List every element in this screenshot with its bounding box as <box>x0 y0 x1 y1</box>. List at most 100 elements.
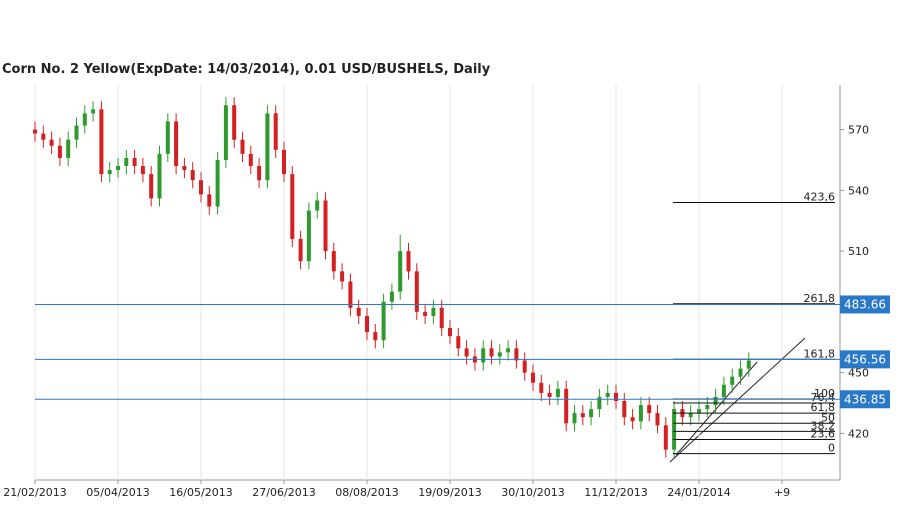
price-tag-label: 483.66 <box>844 297 886 311</box>
candle-body <box>132 157 137 167</box>
candle-body <box>730 376 735 385</box>
candle-body <box>348 281 353 308</box>
candle-body <box>531 372 535 383</box>
candle-body <box>697 409 701 414</box>
candle-body <box>464 348 469 357</box>
fib-label: 38,2 <box>811 419 836 432</box>
candle-body <box>514 348 519 361</box>
x-tick-label: 27/06/2013 <box>252 486 315 499</box>
candle-body <box>33 129 37 134</box>
candle-body <box>539 382 544 393</box>
candle-body <box>705 405 710 410</box>
candle-body <box>373 332 378 341</box>
candle-body <box>638 405 643 422</box>
candle-body <box>439 307 444 329</box>
candle-body <box>74 125 79 140</box>
y-tick-label: 450 <box>848 367 869 380</box>
candle-body <box>91 109 96 114</box>
fib-label: 23,6 <box>811 427 836 440</box>
fib-label: 50 <box>821 411 835 424</box>
candle-body <box>265 113 270 181</box>
candle-body <box>290 174 295 239</box>
candle-body <box>257 166 262 181</box>
candle-body <box>107 170 112 175</box>
candle-body <box>605 392 610 397</box>
candle-body <box>398 251 403 292</box>
candle-body <box>49 139 54 146</box>
candle-body <box>365 315 369 333</box>
candle-body <box>215 159 220 207</box>
fib-label: 0 <box>828 442 835 455</box>
candle-body <box>273 113 278 150</box>
y-tick-label: 540 <box>848 184 869 197</box>
candle-body <box>82 113 87 126</box>
candle-body <box>497 352 502 357</box>
candle-body <box>663 425 668 450</box>
candle-body <box>522 360 527 373</box>
candle-body <box>207 194 212 207</box>
candle-body <box>647 405 652 414</box>
candle-body <box>223 105 228 160</box>
candle-body <box>124 157 129 167</box>
candle-body <box>597 396 602 410</box>
price-tag-label: 456.56 <box>844 352 886 366</box>
price-tag <box>840 390 890 409</box>
x-tick-label: 05/04/2013 <box>86 486 149 499</box>
candle-body <box>630 417 635 422</box>
price-tag <box>840 295 890 314</box>
candle-body <box>140 166 145 175</box>
candle-body <box>672 409 677 450</box>
x-tick-label: 19/09/2013 <box>418 486 481 499</box>
candle-body <box>414 271 419 312</box>
candle-body <box>99 109 104 175</box>
candle-body <box>580 413 585 418</box>
candle-body <box>688 413 693 418</box>
x-tick-label: 11/12/2013 <box>584 486 647 499</box>
candle-body <box>174 121 179 167</box>
candle-body <box>340 271 345 282</box>
candle-body <box>165 121 170 154</box>
candle-body <box>655 413 660 426</box>
fib-label: 161,8 <box>804 347 836 360</box>
price-tag-label: 436.85 <box>844 392 886 406</box>
fib-label: 61,8 <box>811 401 836 414</box>
candle-body <box>116 166 120 171</box>
x-tick-label: 24/01/2014 <box>667 486 730 499</box>
candle-body <box>331 251 336 272</box>
y-tick-label: 570 <box>848 124 869 137</box>
candle-body <box>572 413 577 424</box>
trend-line <box>675 361 758 456</box>
candle-body <box>323 200 328 252</box>
candle-body <box>456 336 461 349</box>
x-tick-label: 21/02/2013 <box>3 486 66 499</box>
candle-body <box>721 384 726 397</box>
x-tick-label: +9 <box>774 486 790 499</box>
candle-body <box>389 291 394 302</box>
candle-body <box>547 392 552 397</box>
candle-body <box>448 328 452 337</box>
candle-body <box>66 139 71 158</box>
candle-body <box>738 368 743 377</box>
chart-title: Corn No. 2 Yellow(ExpDate: 14/03/2014), … <box>2 62 491 77</box>
candle-body <box>381 301 386 341</box>
fib-label: 76,4 <box>811 391 836 404</box>
candle-body <box>356 307 361 316</box>
y-tick-label: 420 <box>848 427 869 440</box>
x-tick-label: 16/05/2013 <box>169 486 232 499</box>
x-tick-label: 30/10/2013 <box>501 486 564 499</box>
candle-body <box>713 396 718 406</box>
candle-body <box>614 392 618 401</box>
candle-body <box>282 149 286 175</box>
candle-body <box>481 348 486 363</box>
y-tick-label: 510 <box>848 245 869 258</box>
candle-body <box>406 251 411 272</box>
candle-body <box>564 388 569 424</box>
candle-body <box>248 153 253 167</box>
candle-body <box>190 170 195 181</box>
candle-body <box>157 153 162 199</box>
candle-body <box>232 105 237 140</box>
candle-body <box>240 139 245 154</box>
fib-label: 100 <box>814 387 835 400</box>
candle-body <box>431 307 436 316</box>
